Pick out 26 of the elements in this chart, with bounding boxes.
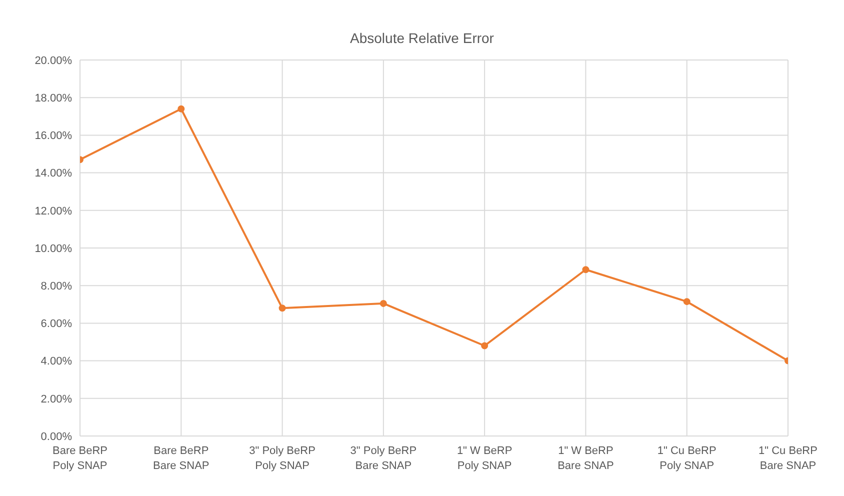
x-tick-label: 3" Poly BeRP Bare SNAP [350,445,417,472]
point [683,298,690,306]
x-tick-label: 1" W BeRP Bare SNAP [558,445,614,472]
chart-title: Absolute Relative Error [349,29,495,48]
point [582,266,590,274]
y-tick-label: 20.00% [34,54,72,67]
y-tick-label: 8.00% [40,280,72,293]
y-tick-label: 6.00% [40,318,72,330]
y-tick-label: 14.00% [34,168,72,180]
y-tick-label: 2.00% [40,393,72,406]
point [481,342,488,350]
x-tick-label: 1" W BeRP Poly SNAP [456,445,512,472]
x-tick-label: 1" Cu BeRP Bare SNAP [758,445,818,472]
y-tick-label: 4.00% [40,356,72,368]
x-tick-label: 1" Cu BeRP Poly SNAP [657,445,716,472]
point [380,300,387,307]
point [178,105,185,112]
x-tick-label: 3" Poly BeRP Poly SNAP [249,445,316,472]
y-tick-label: 10.00% [34,242,72,255]
y-tick-label: 18.00% [34,92,72,105]
x-tick-label: Bare BeRP Bare SNAP [153,445,210,472]
y-tick-label: 12.00% [34,205,72,218]
y-tick-label: 0.00% [40,430,72,443]
x-tick-label: Bare BeRP Poly SNAP [52,445,108,472]
y-tick-label: 16.00% [34,130,72,142]
point [278,304,286,312]
